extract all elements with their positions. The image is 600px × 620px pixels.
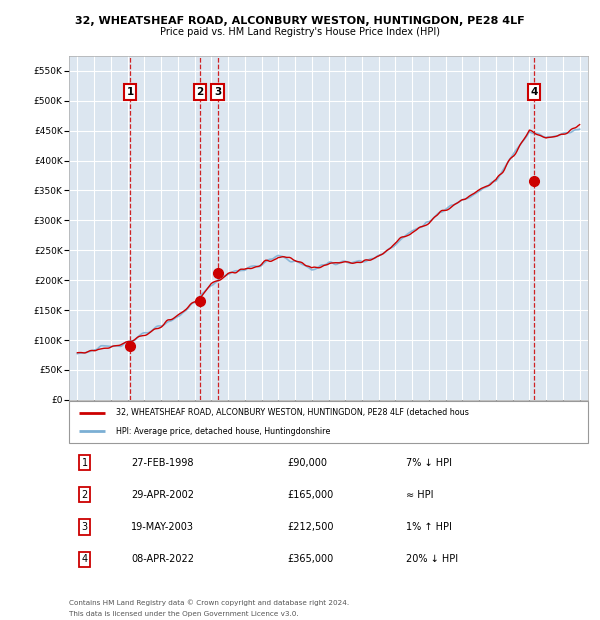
Text: 29-APR-2002: 29-APR-2002 bbox=[131, 490, 194, 500]
Text: This data is licensed under the Open Government Licence v3.0.: This data is licensed under the Open Gov… bbox=[69, 611, 299, 617]
Text: 1% ↑ HPI: 1% ↑ HPI bbox=[406, 522, 452, 532]
Text: £212,500: £212,500 bbox=[287, 522, 334, 532]
Text: 4: 4 bbox=[82, 554, 88, 564]
Text: 19-MAY-2003: 19-MAY-2003 bbox=[131, 522, 194, 532]
Text: 2: 2 bbox=[82, 490, 88, 500]
Text: Contains HM Land Registry data © Crown copyright and database right 2024.: Contains HM Land Registry data © Crown c… bbox=[69, 600, 349, 606]
Text: 1: 1 bbox=[82, 458, 88, 467]
Text: ≈ HPI: ≈ HPI bbox=[406, 490, 434, 500]
Text: Price paid vs. HM Land Registry's House Price Index (HPI): Price paid vs. HM Land Registry's House … bbox=[160, 27, 440, 37]
Text: 3: 3 bbox=[214, 87, 221, 97]
Text: 4: 4 bbox=[530, 87, 538, 97]
Text: 27-FEB-1998: 27-FEB-1998 bbox=[131, 458, 194, 467]
Text: 20% ↓ HPI: 20% ↓ HPI bbox=[406, 554, 458, 564]
Text: 3: 3 bbox=[82, 522, 88, 532]
Text: HPI: Average price, detached house, Huntingdonshire: HPI: Average price, detached house, Hunt… bbox=[116, 427, 330, 436]
Text: 32, WHEATSHEAF ROAD, ALCONBURY WESTON, HUNTINGDON, PE28 4LF: 32, WHEATSHEAF ROAD, ALCONBURY WESTON, H… bbox=[75, 16, 525, 25]
Text: 32, WHEATSHEAF ROAD, ALCONBURY WESTON, HUNTINGDON, PE28 4LF (detached hous: 32, WHEATSHEAF ROAD, ALCONBURY WESTON, H… bbox=[116, 409, 469, 417]
Text: 2: 2 bbox=[196, 87, 204, 97]
Text: 7% ↓ HPI: 7% ↓ HPI bbox=[406, 458, 452, 467]
Text: 1: 1 bbox=[127, 87, 134, 97]
Text: £365,000: £365,000 bbox=[287, 554, 333, 564]
Text: £165,000: £165,000 bbox=[287, 490, 333, 500]
Text: £90,000: £90,000 bbox=[287, 458, 327, 467]
Text: 08-APR-2022: 08-APR-2022 bbox=[131, 554, 194, 564]
